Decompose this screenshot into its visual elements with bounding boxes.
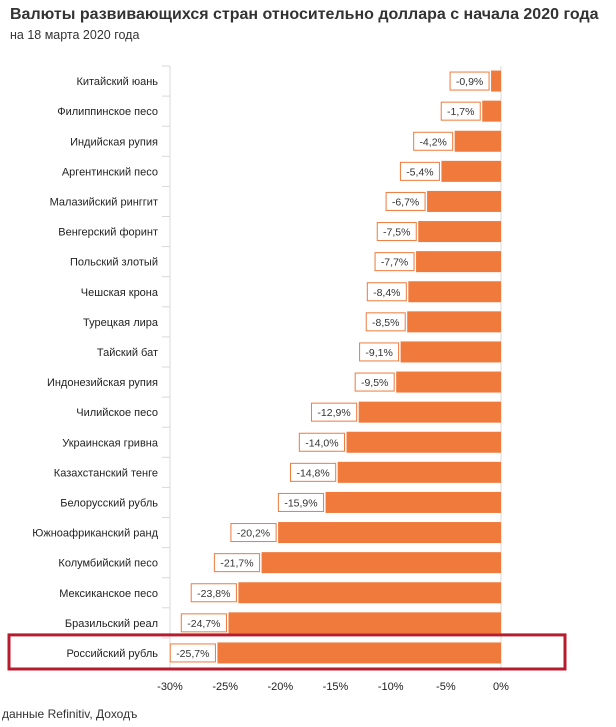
gridlines bbox=[162, 65, 502, 669]
data-label: -14,0% bbox=[305, 437, 338, 449]
data-label: -0,9% bbox=[456, 76, 483, 88]
category-label: Российский рубль bbox=[67, 648, 159, 660]
category-label: Казахстанский тенге bbox=[54, 467, 158, 479]
data-label: -14,8% bbox=[296, 467, 329, 479]
category-label: Малазийский ринггит bbox=[50, 196, 158, 208]
data-label: -1,7% bbox=[447, 106, 474, 118]
data-label-box bbox=[180, 613, 227, 633]
bar bbox=[408, 281, 501, 303]
data-label: -8,4% bbox=[373, 287, 400, 299]
data-label: -7,5% bbox=[383, 227, 410, 239]
category-label: Турецкая лира bbox=[83, 317, 159, 329]
x-tick-label: -30% bbox=[157, 681, 183, 693]
x-tick-label: 0% bbox=[493, 681, 509, 693]
bar bbox=[337, 461, 501, 483]
bar-chart: Китайский юань Филиппинское песо Индийская… bbox=[7, 65, 567, 693]
bar bbox=[325, 491, 501, 513]
data-label: -6,7% bbox=[392, 196, 419, 208]
category-label: Филиппинское песо bbox=[57, 106, 158, 118]
data-label-box bbox=[376, 222, 417, 242]
highlight bbox=[7, 633, 567, 671]
data-label-box bbox=[449, 71, 490, 91]
data-label-box bbox=[385, 191, 426, 211]
data-label: -21,7% bbox=[220, 558, 253, 570]
category-label: Польский злотый bbox=[70, 257, 158, 269]
data-label-box bbox=[190, 583, 237, 603]
bar bbox=[491, 70, 501, 92]
data-label-box bbox=[230, 523, 277, 543]
chart-title: Валюты развивающихся стран относительно … bbox=[10, 6, 599, 23]
bar bbox=[407, 311, 501, 333]
bars bbox=[217, 70, 501, 664]
x-tick-label: -5% bbox=[436, 681, 456, 693]
bar bbox=[441, 160, 501, 182]
data-label-box bbox=[366, 282, 407, 302]
bar bbox=[261, 552, 501, 574]
data-label: -24,7% bbox=[187, 618, 220, 630]
category-label: Тайский бат bbox=[97, 347, 158, 359]
data-label-box bbox=[277, 492, 325, 512]
category-label: Украинская гривна bbox=[62, 437, 159, 449]
x-tick-label: -20% bbox=[267, 681, 293, 693]
bar bbox=[400, 341, 501, 363]
bar bbox=[217, 642, 501, 664]
data-label-box bbox=[399, 161, 440, 181]
x-tick-label: -15% bbox=[323, 681, 349, 693]
data-label-box bbox=[169, 643, 216, 663]
x-tick-label: -25% bbox=[212, 681, 238, 693]
category-label: Индонезийская рупия bbox=[47, 377, 158, 389]
source-note: данные Refinitiv, Доходъ bbox=[2, 707, 138, 721]
x-axis-ticks: -30% -25% -20% -15% -10% -5% 0% bbox=[157, 681, 509, 693]
bar bbox=[427, 190, 501, 212]
data-label: -9,1% bbox=[365, 347, 392, 359]
data-label-box bbox=[298, 432, 346, 452]
data-labels: -0,9% -1,7% -4,2% -5,4% -6,7% -7,5% -7,7% -8,4%… bbox=[169, 71, 490, 663]
category-label: Чилийское песо bbox=[76, 407, 158, 419]
category-labels: Китайский юань Филиппинское песо Индийская… bbox=[32, 76, 159, 660]
bar bbox=[418, 221, 501, 243]
data-label: -15,9% bbox=[284, 497, 317, 509]
data-label-box bbox=[213, 553, 261, 573]
bar bbox=[482, 100, 501, 122]
data-label-box bbox=[413, 131, 454, 151]
bar bbox=[396, 371, 501, 393]
highlight-box bbox=[7, 633, 567, 671]
data-label: -20,2% bbox=[237, 528, 270, 540]
category-label: Аргентинский песо bbox=[62, 166, 158, 178]
category-label: Колумбийский песо bbox=[58, 558, 158, 570]
category-label: Мексиканское песо bbox=[59, 588, 158, 600]
data-label-box bbox=[365, 312, 406, 332]
bar bbox=[278, 522, 501, 544]
data-label: -25,7% bbox=[176, 648, 209, 660]
category-label: Китайский юань bbox=[76, 76, 158, 88]
data-label: -4,2% bbox=[419, 136, 446, 148]
data-label-box bbox=[440, 101, 481, 121]
bar bbox=[238, 582, 501, 604]
data-label: -12,9% bbox=[317, 407, 350, 419]
data-label: -23,8% bbox=[197, 588, 230, 600]
data-label-box bbox=[310, 402, 358, 422]
data-label: -5,4% bbox=[406, 166, 433, 178]
bar bbox=[416, 251, 501, 273]
x-tick-label: -10% bbox=[378, 681, 404, 693]
chart-subtitle: на 18 марта 2020 года bbox=[10, 28, 140, 42]
bar bbox=[454, 130, 501, 152]
bar bbox=[358, 401, 501, 423]
bar bbox=[346, 431, 501, 453]
category-label: Чешская крона bbox=[81, 287, 159, 299]
data-label: -8,5% bbox=[372, 317, 399, 329]
data-label: -9,5% bbox=[361, 377, 388, 389]
data-label-box bbox=[354, 372, 395, 392]
data-label: -7,7% bbox=[381, 257, 408, 269]
bar bbox=[228, 612, 501, 634]
category-label: Бразильский реал bbox=[65, 618, 158, 630]
data-label-box bbox=[359, 342, 400, 362]
category-label: Южноафриканский ранд bbox=[32, 528, 158, 540]
category-label: Индийская рупия bbox=[70, 136, 158, 148]
category-label: Белорусский рубль bbox=[60, 497, 158, 509]
category-label: Венгерский форинт bbox=[58, 227, 158, 239]
data-label-box bbox=[290, 462, 337, 482]
data-label-box bbox=[374, 252, 415, 272]
